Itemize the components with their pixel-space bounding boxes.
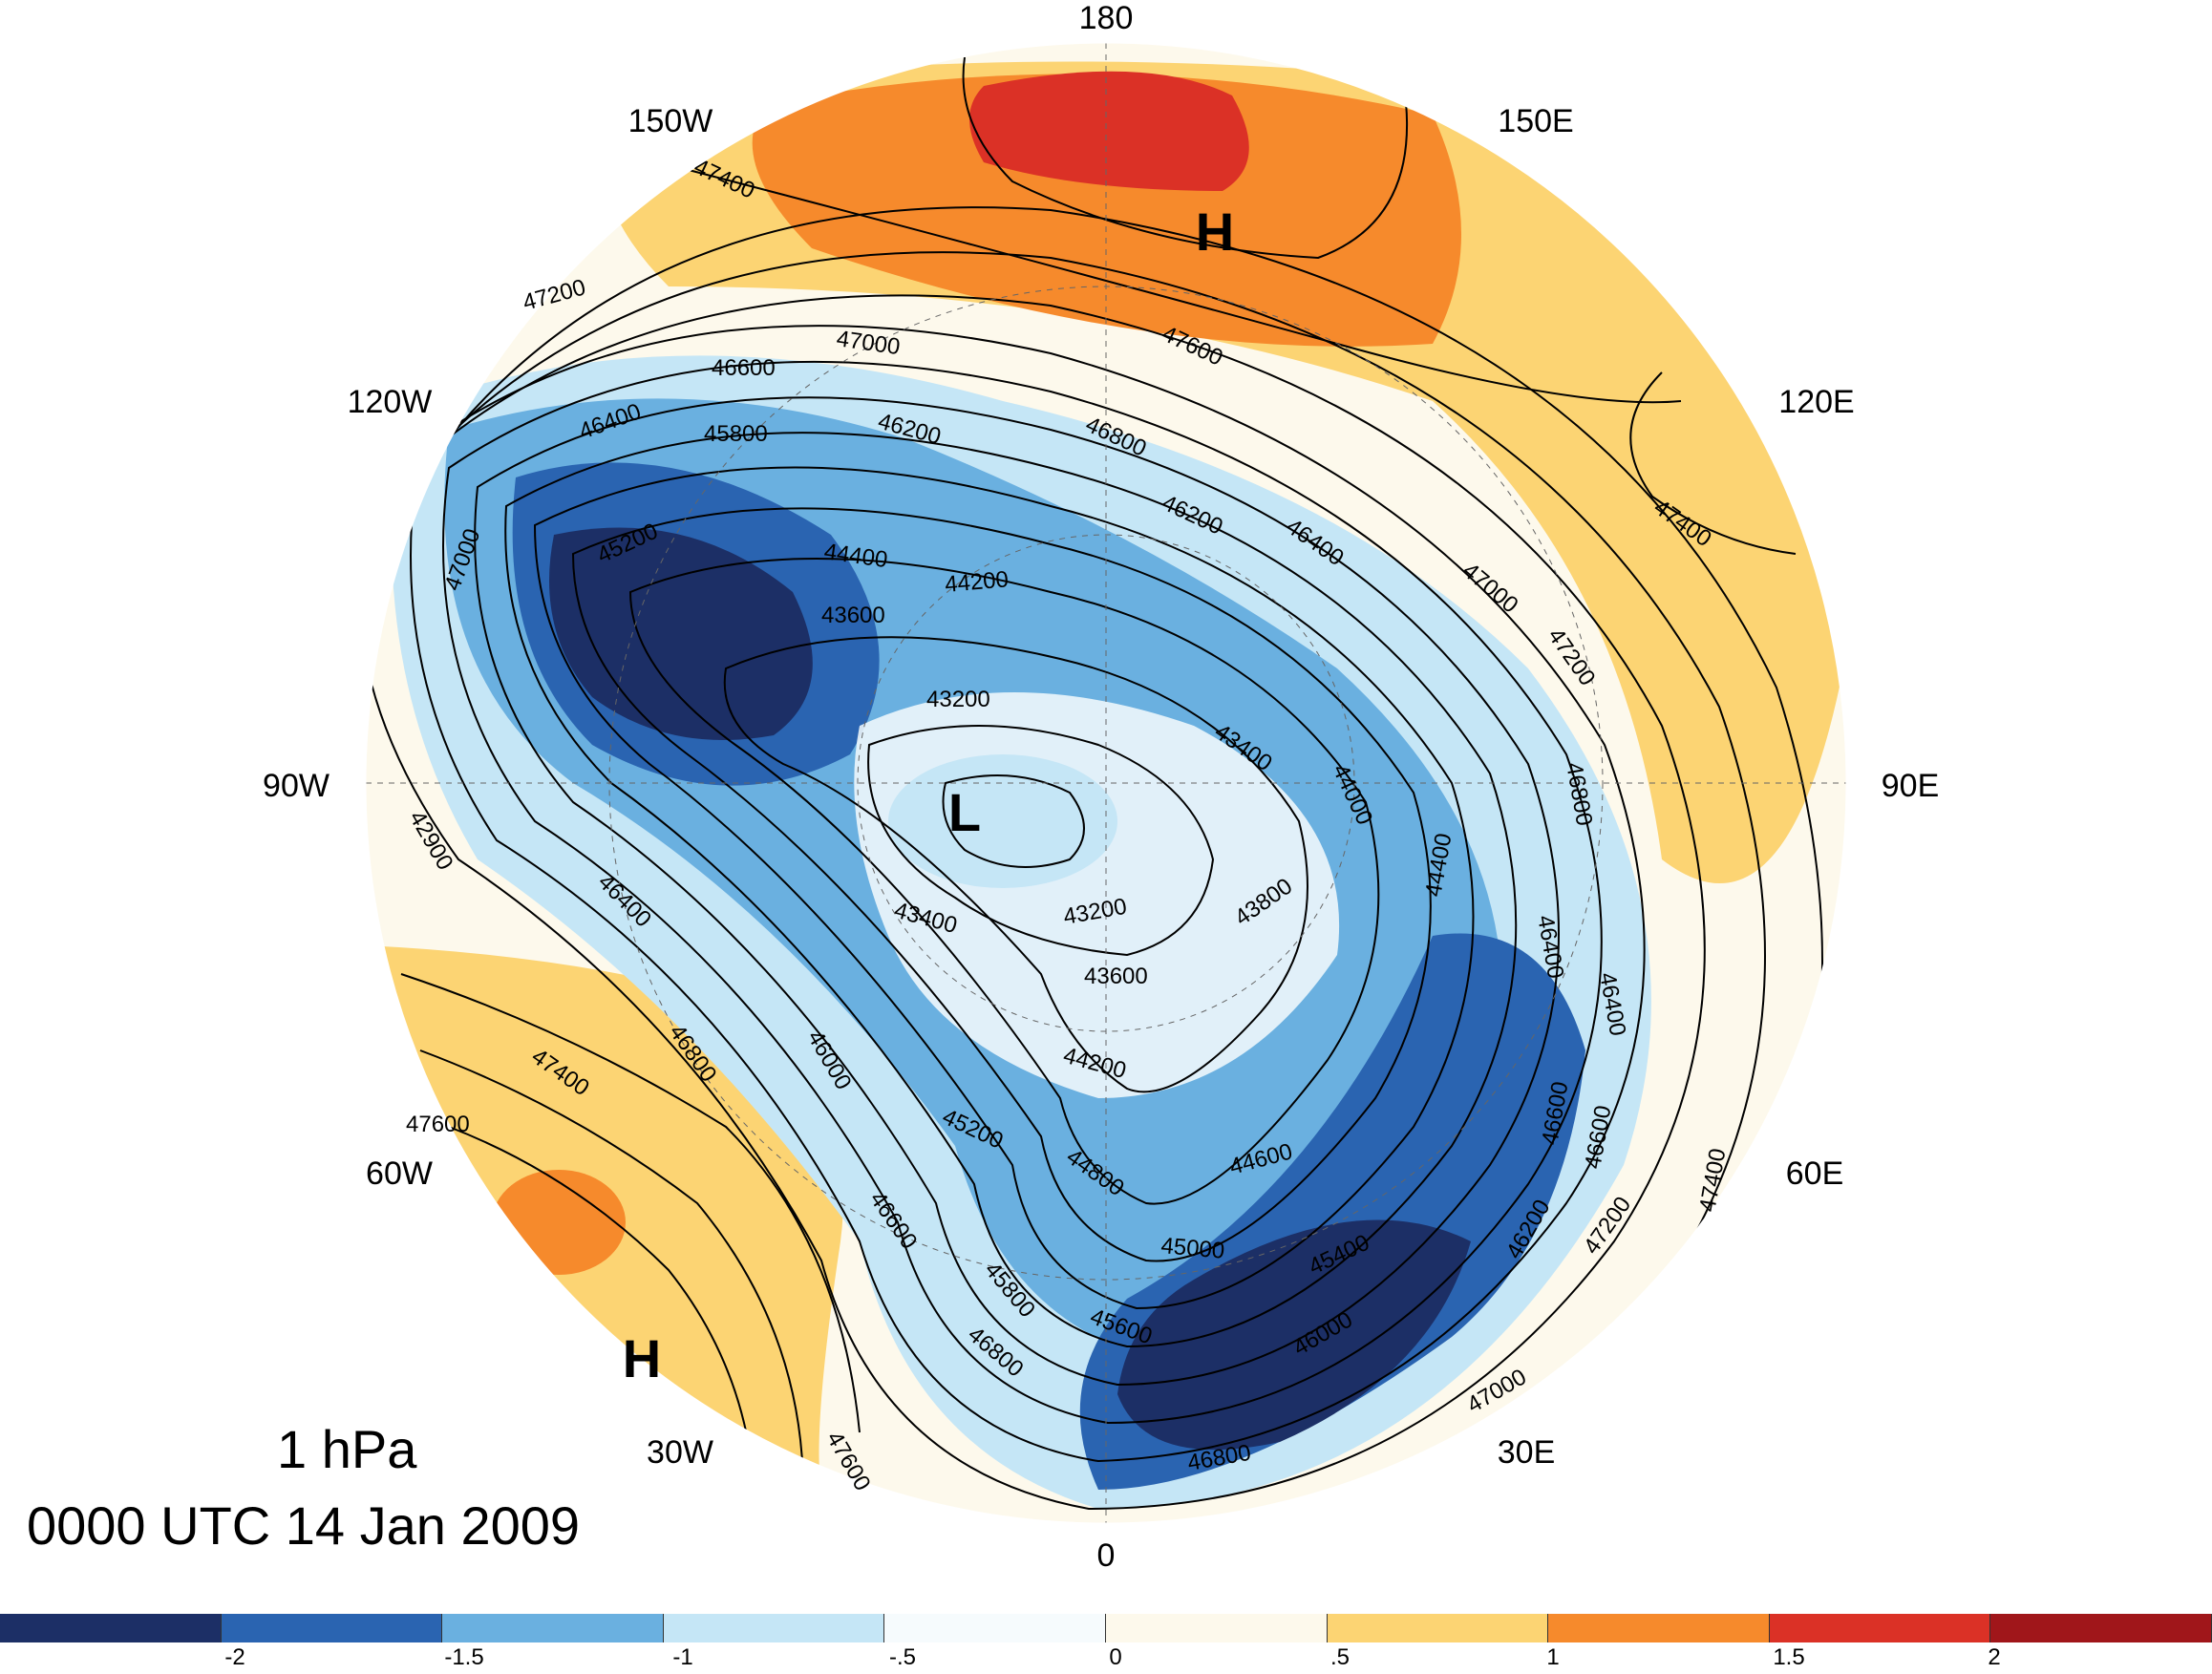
colorbar-box [1548, 1614, 1770, 1642]
contour-label: 44200 [944, 566, 1010, 598]
height-contours [366, 56, 1823, 1523]
lon-label-120e: 120E [1778, 384, 1854, 420]
lon-label-150w: 150W [628, 103, 713, 139]
lon-label-150e: 150E [1498, 103, 1573, 139]
valid-time-label: 0000 UTC 14 Jan 2009 [27, 1495, 581, 1556]
colorbar-box [221, 1614, 443, 1642]
pressure-level-label: 1 hPa [277, 1419, 417, 1479]
polar-map: 180 150E 120E 90E 60E 30E 0 30W 60W 90W … [263, 0, 1940, 1574]
high-center-atlantic: H [623, 1328, 661, 1388]
low-center-pole: L [948, 782, 981, 842]
contour-label: 47600 [406, 1112, 470, 1137]
lon-label-60e: 60E [1786, 1155, 1844, 1192]
lon-label-0: 0 [1097, 1537, 1116, 1574]
colorbar-box [1769, 1614, 1991, 1642]
colorbar-box [663, 1614, 885, 1642]
colorbar [0, 1614, 2212, 1642]
colorbar-box [1327, 1614, 1549, 1642]
colorbar-box [884, 1614, 1106, 1642]
colorbar-tick-label: .5 [1329, 1644, 1351, 1670]
contour-label: 43200 [926, 687, 990, 712]
contour-label: 45800 [704, 421, 768, 447]
contour-label: 43600 [821, 603, 885, 628]
colorbar-tick-label: 1 [1546, 1644, 1560, 1670]
colorbar-box [1990, 1614, 2212, 1642]
colorbar-tick-label: 1.5 [1773, 1644, 1805, 1670]
lon-label-90e: 90E [1882, 768, 1940, 804]
lon-label-180: 180 [1079, 0, 1134, 36]
colorbar-tick-label: -1.5 [444, 1644, 484, 1670]
contour-label: 46600 [712, 355, 776, 381]
colorbar-box [1105, 1614, 1328, 1642]
lon-label-30e: 30E [1498, 1434, 1556, 1471]
lon-label-90w: 90W [263, 768, 330, 804]
colorbar-box [0, 1614, 222, 1642]
map-boundary [365, 42, 1847, 1524]
contour-label: 45000 [1159, 1233, 1225, 1264]
colorbar-tick-label: 0 [1109, 1644, 1122, 1670]
colorbar-box [442, 1614, 664, 1642]
lon-label-120w: 120W [348, 384, 433, 420]
contour-label: 43600 [1084, 964, 1148, 989]
colorbar-tick-label: -1 [672, 1644, 693, 1670]
graticule [366, 43, 1846, 1523]
colorbar-tick-label: -.5 [888, 1644, 917, 1670]
colorbar-tick-label: -2 [224, 1644, 245, 1670]
colorbar-ticks: -2 -1.5 -1 -.5 0 .5 1 1.5 2 [0, 1644, 2212, 1673]
high-center-pacific: H [1196, 201, 1234, 262]
colorbar-tick-label: 2 [1988, 1644, 2001, 1670]
lon-label-60w: 60W [366, 1155, 433, 1192]
lon-label-30w: 30W [647, 1434, 713, 1471]
